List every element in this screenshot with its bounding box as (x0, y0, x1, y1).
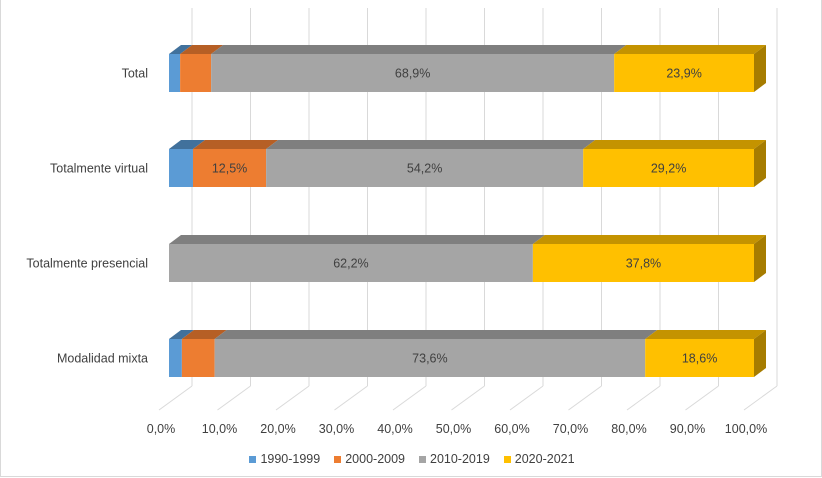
bar-segment-1990-1999 (169, 45, 193, 92)
data-label: 29,2% (651, 162, 686, 176)
floor-gridline (392, 385, 427, 411)
bar-segment-2020-2021: 37,8% (532, 235, 766, 282)
x-tick-label: 30,0% (319, 422, 354, 436)
x-tick-label: 50,0% (436, 422, 471, 436)
data-label: 18,6% (682, 352, 717, 366)
x-tick-label: 70,0% (553, 422, 588, 436)
value-axis: 0,0% 10,0% 20,0% 30,0% 40,0% 50,0% 60,0% 70,0% 8… (147, 422, 767, 436)
x-tick-label: 80,0% (611, 422, 646, 436)
floor-gridline (158, 385, 193, 411)
floor-gridline (451, 385, 485, 411)
category-label: Totalmente virtual (50, 162, 148, 176)
x-tick-label: 20,0% (260, 422, 295, 436)
x-tick-label: 60,0% (494, 422, 529, 436)
data-label: 23,9% (666, 67, 701, 81)
legend: 1990-1999 2000-2009 2010-2019 2020-2021 (1, 452, 822, 466)
bar-segment-2020-2021: 23,9% (614, 45, 766, 92)
bar-segment-2020-2021: 29,2% (583, 140, 766, 187)
floor-gridline (275, 385, 310, 411)
x-tick-label: 0,0% (147, 422, 176, 436)
bar-segment-1990-1999 (169, 140, 205, 187)
bar-segment-2010-2019: 54,2% (266, 140, 596, 187)
legend-label: 2010-2019 (430, 452, 490, 466)
bar-segment-1990-1999 (169, 330, 194, 377)
x-tick-label: 90,0% (670, 422, 705, 436)
floor-gridline (626, 385, 661, 411)
bar-segment-2010-2019: 73,6% (214, 330, 658, 377)
legend-label: 1990-1999 (260, 452, 321, 466)
category-axis: Total Totalmente virtual Totalmente presen… (26, 67, 148, 366)
data-label: 68,9% (395, 67, 430, 81)
legend-swatch-icon (503, 455, 511, 463)
bars: 68,9% 23,9% 12,5% 54,2% 29,2% 62,2% 37,8% 73,6%… (169, 45, 766, 377)
legend-item-2010-2019: 2010-2019 (419, 452, 490, 466)
legend-swatch-icon (419, 455, 426, 463)
floor-gridline (217, 385, 251, 411)
floor-gridline (568, 385, 602, 411)
x-tick-label: 10,0% (202, 422, 237, 436)
data-label: 37,8% (626, 257, 661, 271)
legend-label: 2020-2021 (514, 452, 575, 466)
floor-gridline (685, 385, 719, 411)
legend-item-2020-2021: 2020-2021 (503, 452, 575, 466)
bar-segment-2000-2009: 12,5% (192, 140, 279, 187)
floor-gridline (334, 385, 368, 411)
bar-segment-2010-2019: 68,9% (211, 45, 627, 92)
data-label: 73,6% (412, 352, 447, 366)
data-label: 54,2% (407, 162, 442, 176)
legend-swatch-icon (249, 455, 257, 463)
data-label: 62,2% (333, 257, 368, 271)
bar-segment-2020-2021: 18,6% (645, 330, 766, 377)
legend-swatch-icon (334, 455, 342, 463)
floor-gridline (509, 385, 544, 411)
bar-segment-2000-2009 (181, 330, 227, 377)
data-label: 12,5% (212, 162, 247, 176)
bar-segment-2000-2009 (180, 45, 224, 92)
category-label: Total (122, 67, 148, 81)
floor-gridline (743, 385, 778, 411)
bar-segment-2010-2019: 62,2% (169, 235, 545, 282)
x-tick-label: 100,0% (725, 422, 767, 436)
legend-label: 2000-2009 (345, 452, 405, 466)
category-label: Modalidad mixta (57, 352, 148, 366)
category-label: Totalmente presencial (26, 257, 148, 271)
legend-item-1990-1999: 1990-1999 (249, 452, 320, 466)
legend-item-2000-2009: 2000-2009 (334, 452, 405, 466)
x-tick-label: 40,0% (377, 422, 412, 436)
